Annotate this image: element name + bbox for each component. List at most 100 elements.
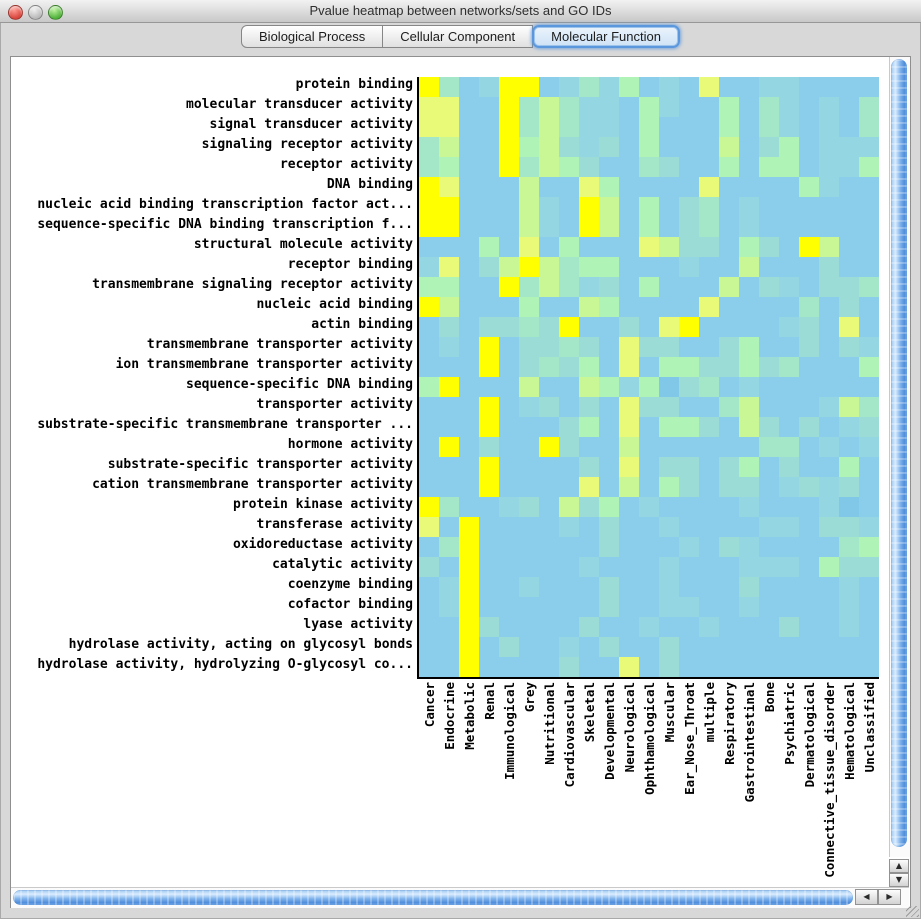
heatmap-cell (839, 237, 859, 257)
heatmap-cell (419, 357, 439, 377)
heatmap-cell (499, 497, 519, 517)
heatmap-cell (459, 377, 479, 397)
heatmap-cell (699, 377, 719, 397)
heatmap-cell (519, 177, 539, 197)
heatmap-cell (579, 377, 599, 397)
resize-grip-icon[interactable] (906, 906, 919, 917)
heatmap-cell (639, 137, 659, 157)
heatmap-cell (519, 357, 539, 377)
heatmap-cell (599, 357, 619, 377)
heatmap-cell (419, 537, 439, 557)
heatmap-cell (439, 657, 459, 677)
row-label: coenzyme binding (287, 577, 413, 592)
heatmap-cell (519, 397, 539, 417)
heatmap-cell (759, 257, 779, 277)
heatmap-cell (479, 157, 499, 177)
heatmap-cell (479, 297, 499, 317)
horizontal-scrollbar-thumb[interactable] (13, 890, 853, 905)
heatmap-cell (739, 397, 759, 417)
heatmap-cell (639, 257, 659, 277)
heatmap-cell (419, 397, 439, 417)
heatmap-cell (779, 637, 799, 657)
heatmap-cell (439, 597, 459, 617)
heatmap-cell (639, 557, 659, 577)
tab-cellular-component[interactable]: Cellular Component (383, 25, 534, 48)
heatmap-cell (759, 357, 779, 377)
heatmap-cell (479, 637, 499, 657)
vertical-scrollbar-thumb[interactable] (891, 59, 907, 847)
heatmap-cell (559, 517, 579, 537)
heatmap-cell (739, 357, 759, 377)
heatmap-cell (839, 157, 859, 177)
heatmap-cell (579, 137, 599, 157)
heatmap-cell (839, 117, 859, 137)
heatmap-cell (799, 417, 819, 437)
heatmap-cell (719, 537, 739, 557)
scroll-left-button[interactable]: ◀ (855, 889, 878, 905)
vertical-scrollbar-track[interactable] (889, 57, 910, 857)
heatmap-cell (859, 97, 879, 117)
close-button-icon[interactable] (8, 5, 23, 20)
heatmap-cell (459, 437, 479, 457)
heatmap-cell (459, 217, 479, 237)
heatmap-cell (519, 577, 539, 597)
heatmap-cell (639, 477, 659, 497)
heatmap-cell (779, 77, 799, 97)
tab-biological-process[interactable]: Biological Process (241, 25, 384, 48)
heatmap-cell (699, 357, 719, 377)
heatmap-cell (499, 237, 519, 257)
scroll-up-button[interactable]: ▲ (889, 859, 909, 873)
heatmap-cell (799, 297, 819, 317)
heatmap-cell (579, 257, 599, 277)
heatmap-cell (799, 237, 819, 257)
heatmap-cell (459, 417, 479, 437)
heatmap-cell (819, 337, 839, 357)
scroll-right-button[interactable]: ▶ (878, 889, 901, 905)
heatmap-cell (679, 497, 699, 517)
heatmap-cell (459, 97, 479, 117)
heatmap-cell (739, 177, 759, 197)
scroll-down-button[interactable]: ▼ (889, 873, 909, 887)
heatmap-cell (419, 377, 439, 397)
column-label: Muscular (662, 682, 677, 743)
heatmap-cell (499, 157, 519, 177)
heatmap-cell (479, 77, 499, 97)
heatmap-cell (579, 417, 599, 437)
heatmap-cell (459, 177, 479, 197)
heatmap-cell (659, 437, 679, 457)
zoom-button-icon[interactable] (48, 5, 63, 20)
heatmap-cell (579, 397, 599, 417)
tab-molecular-function[interactable]: Molecular Function (532, 25, 680, 48)
heatmap-cell (639, 517, 659, 537)
heatmap-cell (519, 657, 539, 677)
heatmap-cell (579, 637, 599, 657)
heatmap-cell (419, 457, 439, 477)
heatmap-cell (659, 177, 679, 197)
heatmap-cell (639, 637, 659, 657)
heatmap-cell (579, 157, 599, 177)
heatmap-cell (559, 597, 579, 617)
heatmap-cell (799, 637, 819, 657)
heatmap-cell (839, 457, 859, 477)
heatmap-cell (599, 397, 619, 417)
heatmap-cell (739, 517, 759, 537)
heatmap-cell (859, 77, 879, 97)
horizontal-scrollbar-track[interactable] (11, 887, 909, 908)
heatmap-cell (659, 197, 679, 217)
heatmap-cell (799, 277, 819, 297)
heatmap-cell (539, 217, 559, 237)
heatmap-cell (639, 377, 659, 397)
heatmap-cell (539, 597, 559, 617)
heatmap-cell (479, 397, 499, 417)
heatmap-cell (779, 657, 799, 677)
row-label: ion transmembrane transporter activity (115, 357, 413, 372)
minimize-button-icon[interactable] (28, 5, 43, 20)
heatmap-cell (799, 77, 819, 97)
heatmap-cell (459, 657, 479, 677)
heatmap-cell (559, 157, 579, 177)
heatmap-cell (579, 77, 599, 97)
heatmap-cell (639, 497, 659, 517)
heatmap-cell (539, 517, 559, 537)
heatmap-cell (519, 237, 539, 257)
row-label: catalytic activity (272, 557, 413, 572)
